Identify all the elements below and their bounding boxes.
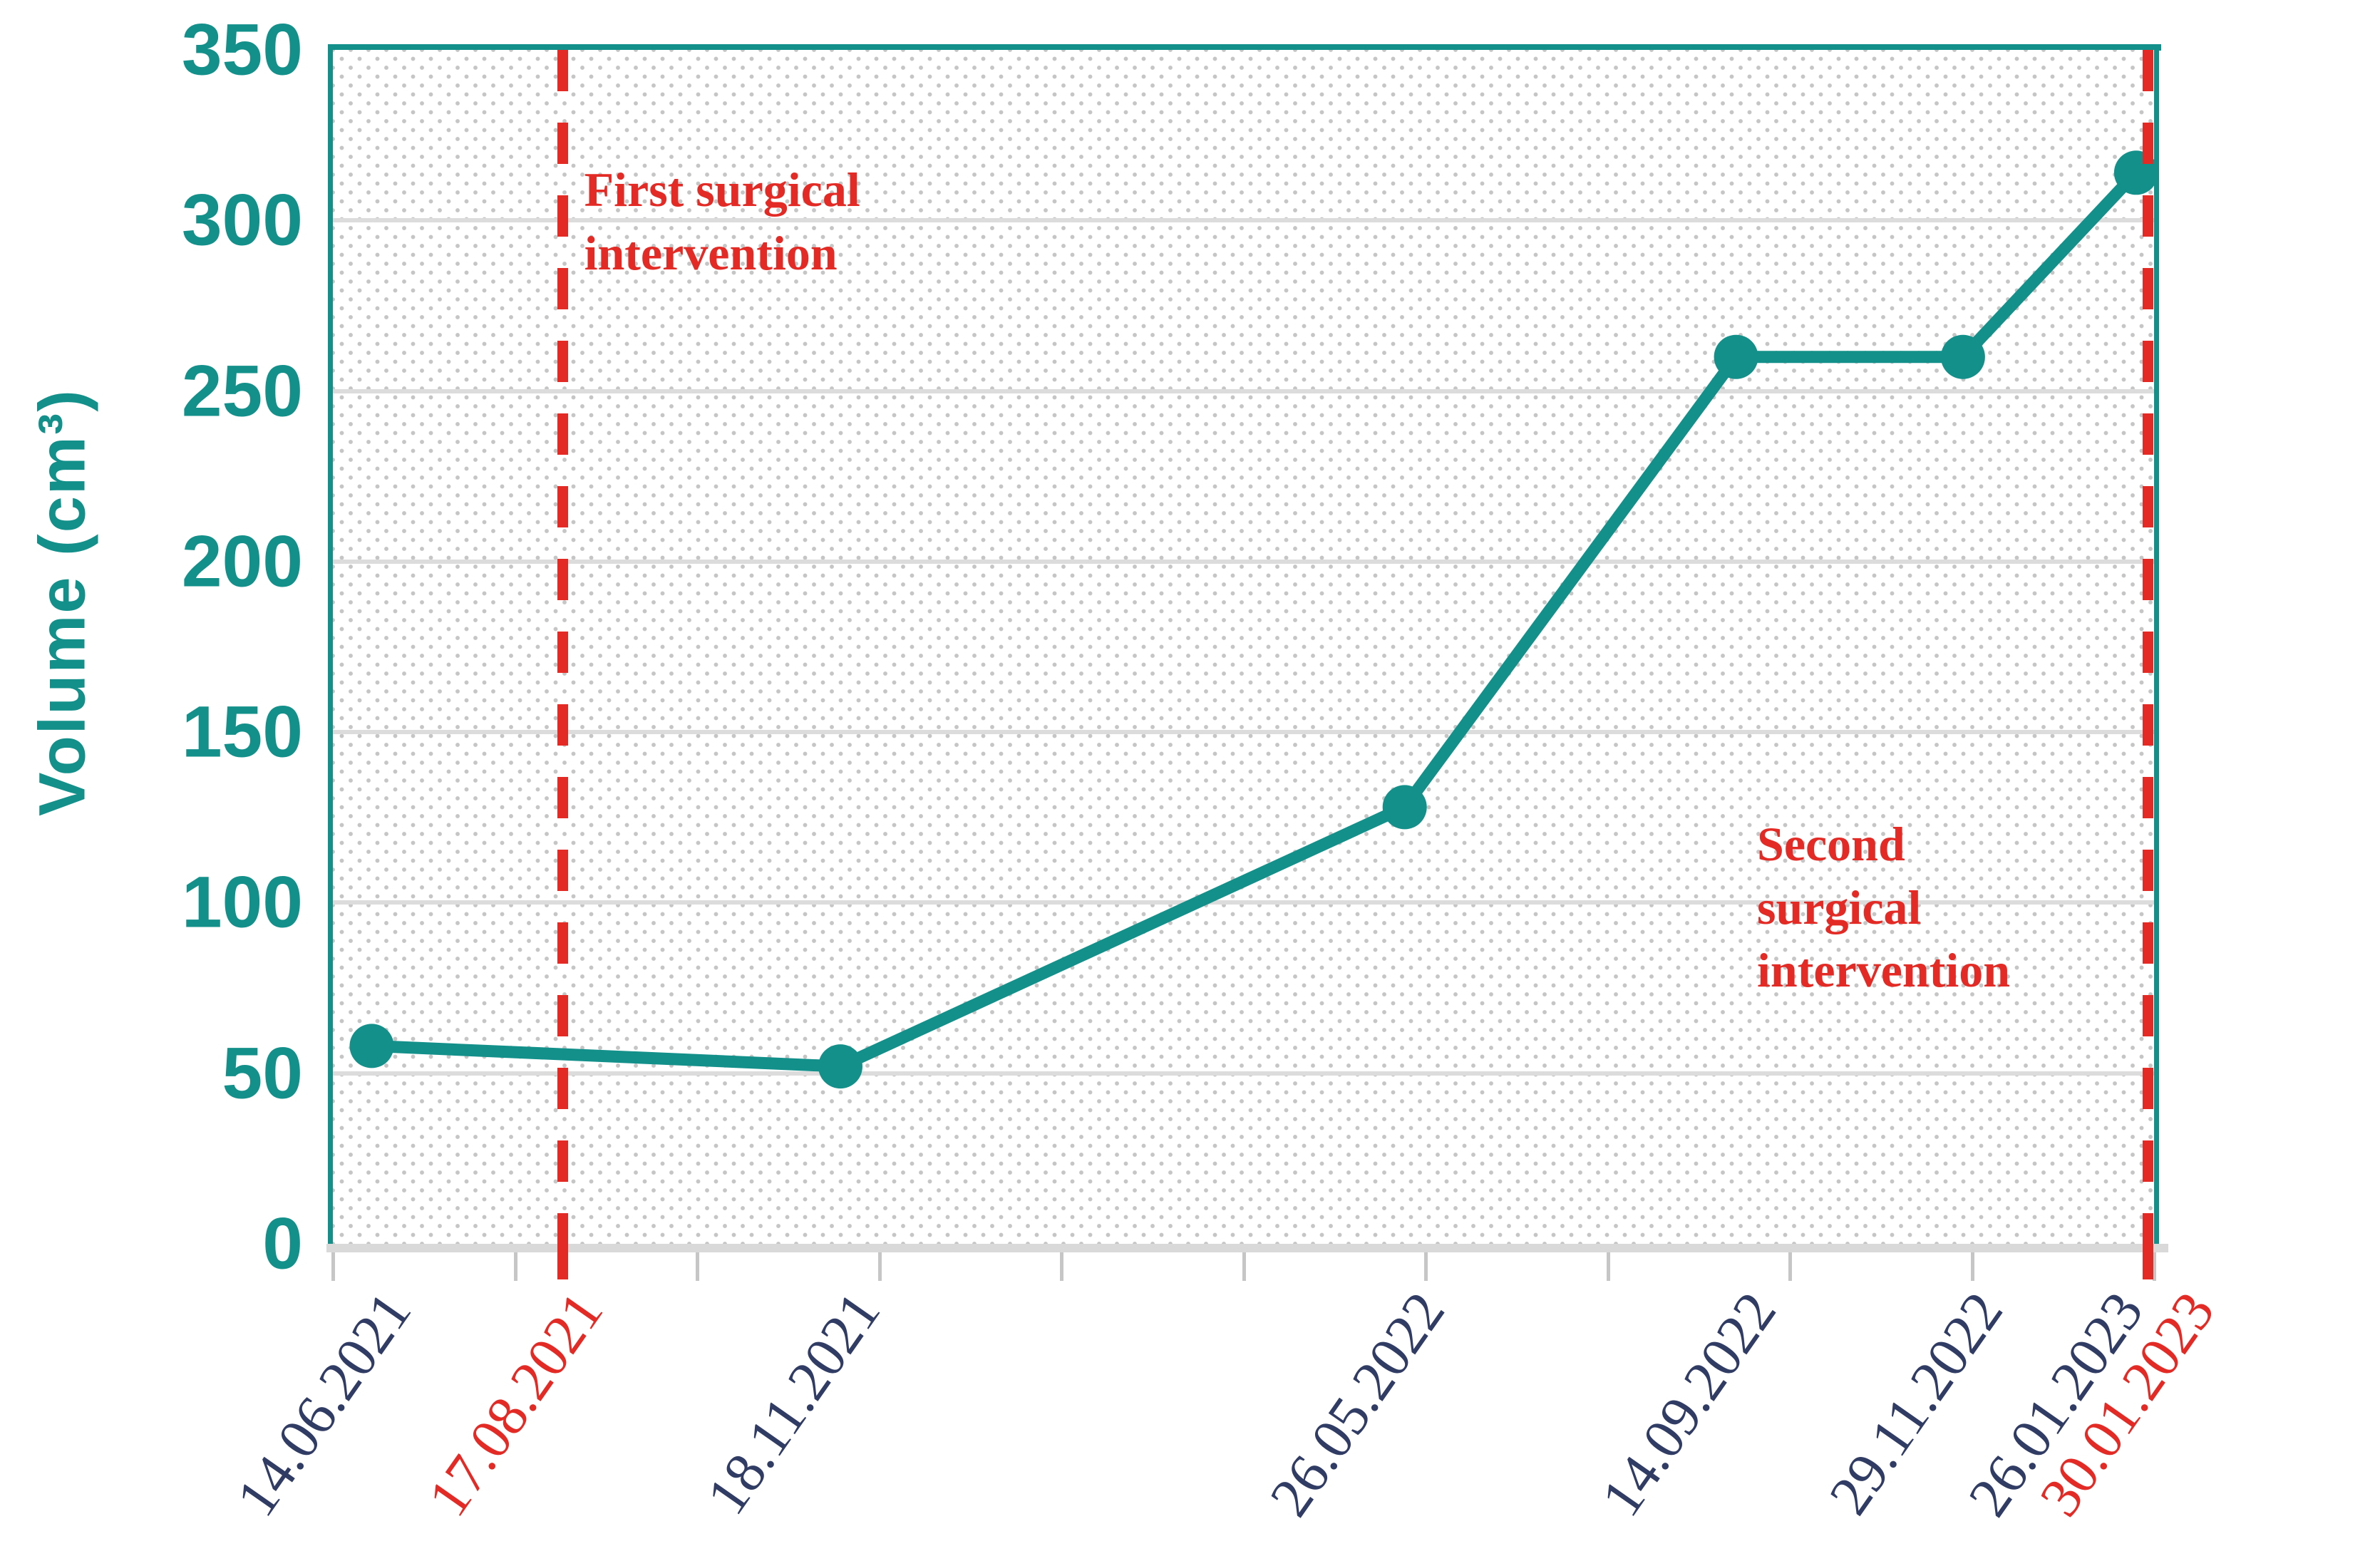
event-line-second-surgical-intervention <box>2143 50 2154 1244</box>
y-tick-label-200: 200 <box>181 520 303 602</box>
x-date-label-17.08.2021: 17.08.2021 <box>416 1281 615 1528</box>
annotation-second-surgical-intervention: Second surgical intervention <box>1757 813 2010 1001</box>
gridline-250 <box>333 388 2154 393</box>
gridline-100 <box>333 900 2154 905</box>
data-point-14.06.2021 <box>349 1024 394 1068</box>
gridline-300 <box>333 218 2154 223</box>
data-point-29.11.2022 <box>1940 334 1985 379</box>
plot-border-right <box>2153 44 2159 1249</box>
y-tick-label-50: 50 <box>222 1032 303 1114</box>
x-axis-minor-tick <box>1424 1252 1428 1281</box>
x-axis-minor-tick <box>1788 1252 1792 1281</box>
x-axis-minor-tick <box>1060 1252 1063 1281</box>
annotation-line: Second <box>1757 817 1905 872</box>
x-axis-minor-tick <box>877 1252 882 1281</box>
annotation-line: intervention <box>1757 943 2011 998</box>
y-tick-label-300: 300 <box>181 179 303 261</box>
x-axis-minor-tick <box>513 1252 517 1281</box>
annotation-line: surgical <box>1757 880 1922 934</box>
gridline-150 <box>333 730 2154 735</box>
y-tick-label-100: 100 <box>181 861 303 943</box>
event-line-first-surgical-intervention <box>557 50 569 1244</box>
x-date-label-14.09.2022: 14.09.2022 <box>1589 1281 1788 1528</box>
y-tick-label-0: 0 <box>262 1202 303 1284</box>
x-axis-minor-tick <box>1242 1252 1246 1281</box>
y-axis-line <box>328 44 336 1249</box>
annotation-line: intervention <box>584 225 838 280</box>
x-axis-line <box>326 1244 2168 1252</box>
x-date-label-14.06.2021: 14.06.2021 <box>225 1281 424 1528</box>
x-date-label-26.05.2022: 26.05.2022 <box>1258 1281 1457 1528</box>
event-tick-second-surgical-intervention <box>2143 1244 2154 1279</box>
series-line <box>366 166 2143 1073</box>
y-tick-label-150: 150 <box>181 691 303 773</box>
x-axis-minor-tick <box>1970 1252 1974 1281</box>
x-axis-minor-tick <box>2153 1252 2156 1281</box>
x-axis-minor-tick <box>1606 1252 1610 1281</box>
data-point-26.05.2022 <box>1382 785 1427 830</box>
x-axis-minor-tick <box>696 1252 699 1281</box>
x-axis-minor-tick <box>331 1252 335 1281</box>
plot-area: First surgical intervention Second surgi… <box>333 50 2158 1244</box>
y-tick-label-350: 350 <box>181 9 303 91</box>
annotation-first-surgical-intervention: First surgical intervention <box>584 158 860 284</box>
data-point-14.09.2022 <box>1714 334 1758 379</box>
event-tick-first-surgical-intervention <box>557 1244 569 1279</box>
gridline-200 <box>333 559 2154 564</box>
data-point-18.11.2021 <box>818 1044 862 1089</box>
x-date-label-18.11.2021: 18.11.2021 <box>695 1281 892 1526</box>
y-tick-label-250: 250 <box>181 350 303 432</box>
plot-border-top <box>328 44 2161 51</box>
gridline-50 <box>333 1071 2154 1076</box>
annotation-line: First surgical <box>584 163 860 217</box>
